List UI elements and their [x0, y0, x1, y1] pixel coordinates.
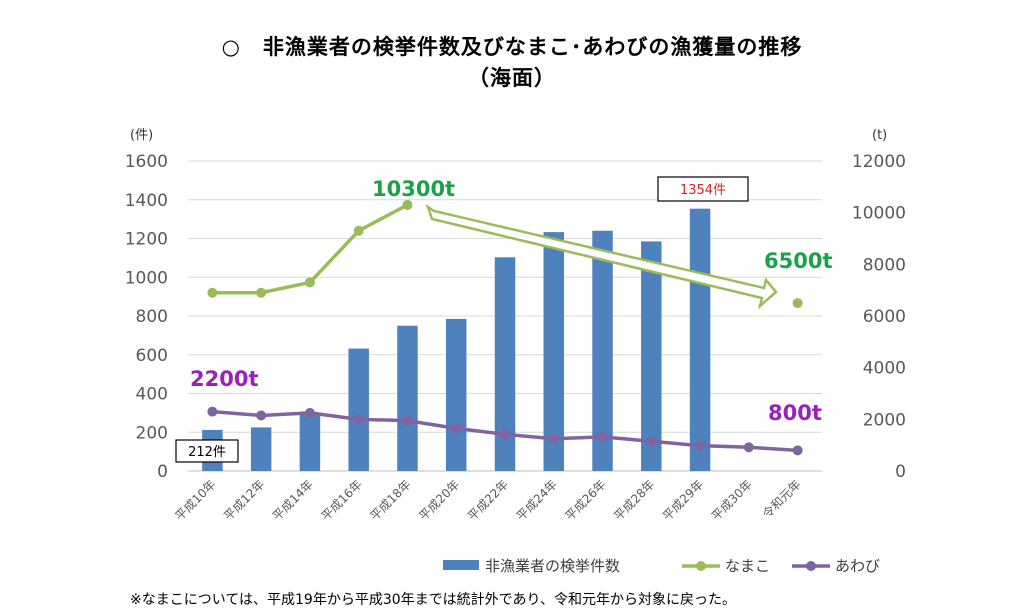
- axes: 0 200 400 600 800 1000 1200 1400 1600 0 2000 4000 60…: [125, 128, 906, 523]
- right-tick-label: 10000: [852, 204, 906, 224]
- awabi-start-label: 2200t: [190, 367, 259, 391]
- bar: [397, 325, 418, 471]
- left-tick-label: 1000: [125, 268, 168, 288]
- namako-end-label: 6500t: [764, 249, 833, 273]
- awabi-point: [597, 431, 608, 442]
- left-axis-unit: (件): [130, 128, 153, 143]
- category-label: 平成14年: [270, 477, 316, 523]
- category-label: 平成30年: [709, 477, 755, 523]
- left-tick-label: 1200: [125, 230, 168, 250]
- line-series: [207, 199, 803, 456]
- bar-first-label-box: [175, 439, 239, 463]
- category-label: 平成18年: [367, 477, 413, 523]
- bar: [299, 412, 321, 471]
- left-tick-label: 1400: [125, 191, 168, 211]
- bar: [494, 257, 516, 471]
- right-tick-label: 2000: [863, 410, 906, 430]
- footnote: ※なまこについては、平成19年から平成30年までは統計外であり、令和元年から対象…: [130, 592, 736, 608]
- awabi-point: [402, 415, 413, 426]
- bar-first-label: 212件: [188, 445, 226, 460]
- awabi-point: [256, 410, 267, 421]
- legend-marker-namako: [696, 561, 706, 571]
- right-tick-label: 8000: [863, 255, 906, 275]
- category-label: 平成29年: [660, 477, 706, 523]
- left-tick-label: 0: [157, 462, 168, 482]
- left-tick-label: 600: [136, 346, 168, 366]
- bar: [250, 427, 272, 471]
- bar: [543, 232, 565, 471]
- awabi-point: [500, 429, 510, 440]
- legend-label-awabi: あわび: [835, 557, 880, 575]
- bar: [689, 208, 711, 471]
- category-label: 平成20年: [416, 477, 462, 523]
- left-tick-label: 200: [136, 423, 168, 443]
- chart-title: ○ 非漁業者の検挙件数及びなまこ･あわびの漁獲量の推移: [221, 35, 803, 59]
- bar-max-label-box: [657, 176, 749, 202]
- trend-arrow: [425, 203, 778, 310]
- awabi-point: [353, 414, 364, 425]
- awabi-point: [451, 423, 462, 434]
- bar: [445, 318, 467, 471]
- namako-point: [402, 199, 413, 210]
- awabi-point: [695, 440, 706, 451]
- left-tick-label: 400: [136, 385, 168, 405]
- right-tick-label: 12000: [852, 152, 906, 172]
- legend-label-namako: なまこ: [725, 557, 770, 575]
- right-tick-label: 0: [895, 462, 906, 482]
- right-tick-label: 4000: [863, 359, 906, 379]
- awabi-end-label: 800t: [768, 401, 822, 425]
- category-label: 平成16年: [319, 477, 365, 523]
- left-tick-label: 1600: [125, 152, 168, 172]
- category-label: 平成10年: [172, 477, 218, 523]
- annotations: 10300t 6500t 2200t 800t 212件 1354件: [175, 176, 833, 463]
- namako-point: [792, 298, 803, 309]
- category-label: 平成22年: [465, 477, 511, 523]
- legend: 非漁業者の検挙件数 なまこ あわび: [443, 557, 880, 575]
- awabi-point: [207, 406, 218, 417]
- namako-point: [353, 225, 364, 236]
- namako-point: [304, 277, 315, 288]
- legend-label-bar: 非漁業者の検挙件数: [485, 557, 620, 575]
- namako-start-label: 10300t: [372, 177, 455, 201]
- category-label: 平成12年: [221, 477, 267, 523]
- right-tick-label: 6000: [863, 307, 906, 327]
- namako-point: [256, 287, 267, 298]
- legend-marker-awabi: [806, 561, 816, 571]
- awabi-point: [304, 407, 315, 418]
- bar: [348, 348, 369, 471]
- awabi-point: [792, 445, 803, 456]
- awabi-point: [548, 433, 559, 444]
- right-axis-unit: (t): [872, 128, 887, 143]
- bar: [641, 241, 662, 471]
- bar: [592, 230, 613, 471]
- awabi-point: [646, 436, 657, 447]
- left-tick-label: 800: [136, 307, 168, 327]
- awabi-point: [743, 442, 754, 453]
- category-label: 令和元年: [759, 477, 804, 522]
- bar-max-label: 1354件: [680, 183, 726, 198]
- legend-swatch-bar: [443, 560, 479, 570]
- namako-point: [207, 287, 218, 298]
- chart-subtitle: （海面）: [468, 66, 556, 90]
- category-label: 平成24年: [514, 477, 560, 523]
- category-label: 平成28年: [611, 477, 657, 523]
- category-label: 平成26年: [562, 477, 608, 523]
